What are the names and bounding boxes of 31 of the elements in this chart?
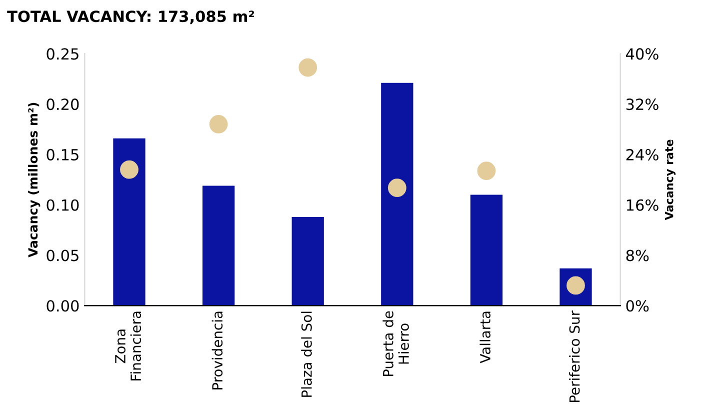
y2-tick-label: 40% [626,48,658,60]
bar [113,138,146,306]
bar [202,186,235,306]
x-tick-label: Periferico Sur [569,310,580,402]
y-tick-label: 0.15 [46,148,78,160]
y-tick-label: 0.00 [46,300,79,312]
x-tick-label: Puerta de Hierro [382,311,409,376]
y2-tick-label: 24% [626,148,658,160]
y-tick-label: 0.20 [46,98,79,110]
y2-tick-label: 32% [626,98,658,110]
x-tick-label: Vallarta [480,312,490,364]
point [120,160,138,179]
bar [381,82,414,306]
point [388,178,406,198]
y-tick-label: 0.05 [46,250,78,262]
chart-title: TOTAL VACANCY: 173,085 m² [7,10,254,24]
y2-tick-label: 8% [626,250,649,262]
y-tick-label: 0.25 [46,48,78,60]
bar [470,194,503,306]
y2-tick-label: 16% [626,199,658,211]
y-axis-title: Vacancy (millones m²) [28,102,40,258]
x-tick-label: Plaza del Sol [301,312,312,397]
point [477,162,496,180]
x-tick-label: Providencia [212,312,223,390]
bar [292,216,324,306]
y-tick-label: 0.10 [46,199,79,211]
point [298,58,318,77]
x-tick-label: Zona Financiera [115,312,142,380]
y2-tick-label: 0% [626,300,649,312]
point [209,115,228,134]
y2-axis-title: Vacancy rate [665,140,676,220]
